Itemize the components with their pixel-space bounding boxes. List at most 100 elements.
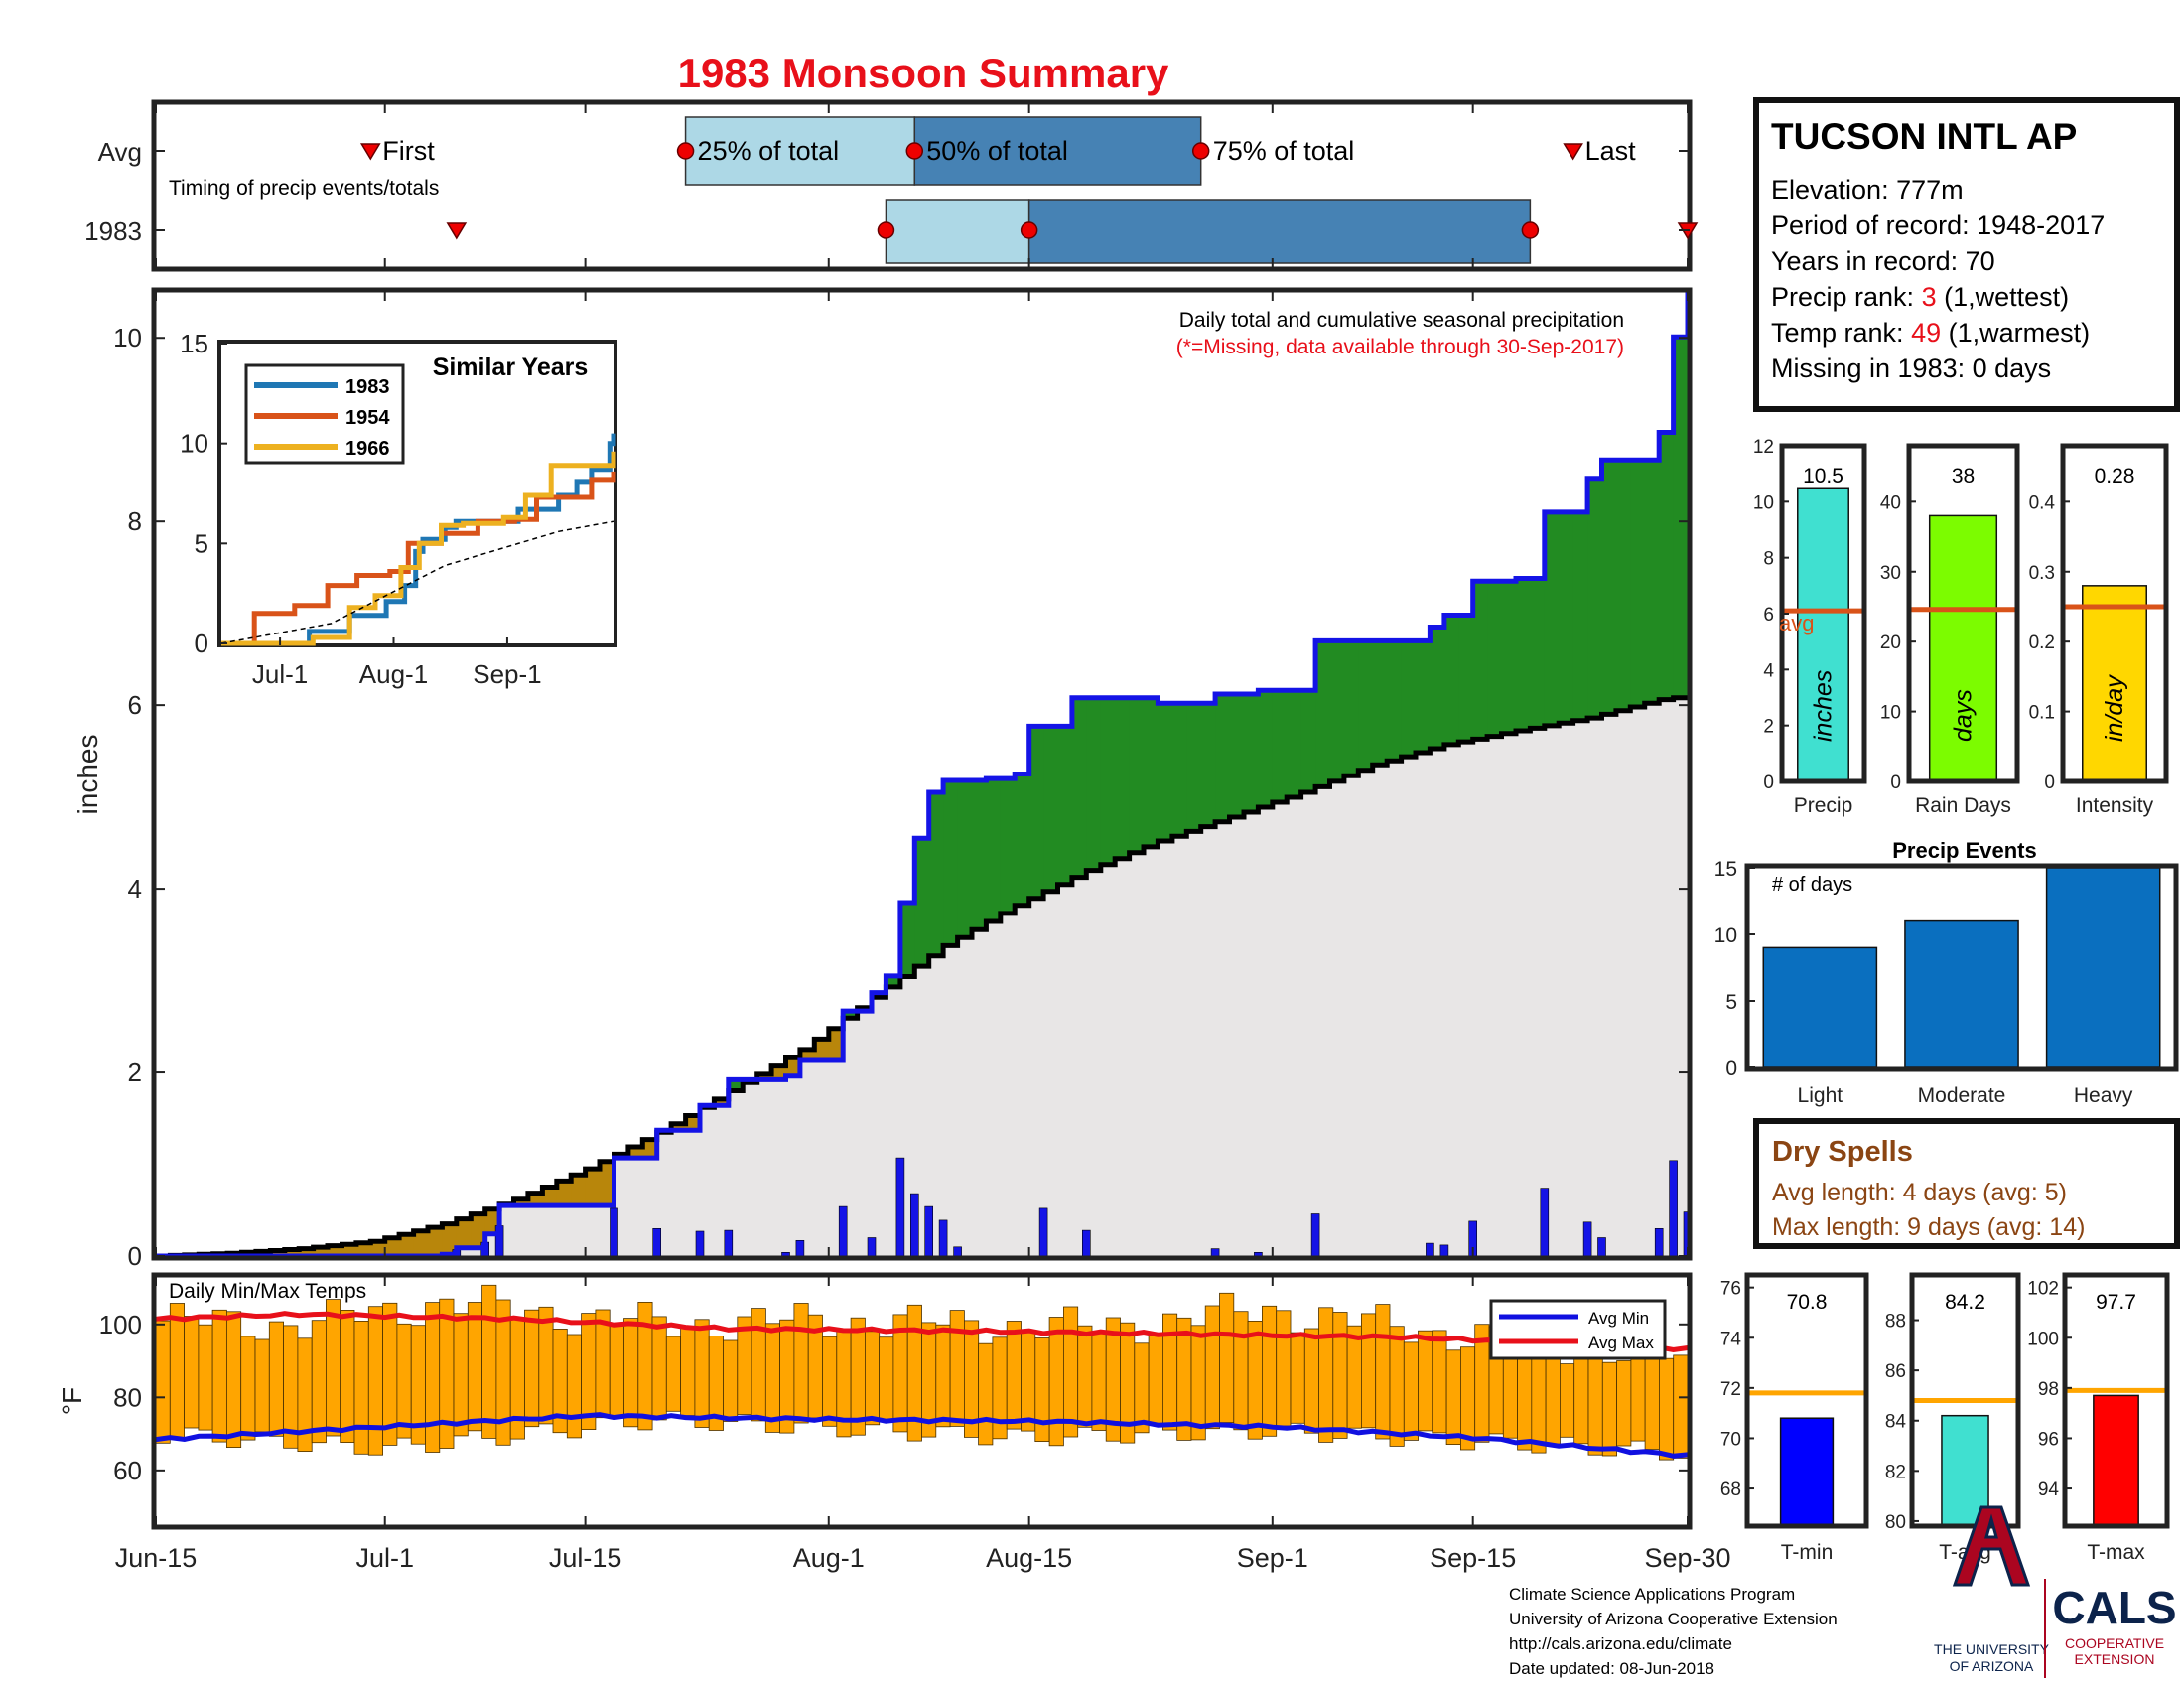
temp-summary-bar-t-max — [2093, 1394, 2139, 1527]
station-info-frame — [1753, 97, 2180, 412]
temp-summary-ytick-label: 96 — [2038, 1429, 2059, 1450]
surplus-fill — [1659, 432, 1675, 700]
daily-precip-bar — [1210, 1248, 1220, 1257]
surplus-fill — [1673, 337, 1689, 698]
surplus-fill — [1587, 478, 1603, 719]
surplus-fill — [1559, 511, 1574, 724]
timing-percent-marker — [1020, 221, 1038, 239]
temp-summary-ytick-label: 86 — [1885, 1361, 1906, 1382]
temp-summary-value-label: 70.8 — [1787, 1291, 1828, 1314]
surplus-fill — [972, 780, 987, 930]
daily-temp-bar — [367, 1306, 383, 1456]
deficit-fill — [456, 1218, 472, 1248]
daily-precip-bar — [867, 1237, 877, 1257]
deficit-fill — [571, 1175, 587, 1206]
deficit-fill — [341, 1244, 357, 1256]
surplus-fill — [1630, 460, 1646, 707]
precip-events-bar-moderate — [1904, 919, 2019, 1068]
precip-events-category-label: Moderate — [1918, 1084, 2006, 1107]
daily-precip-bar — [838, 1205, 848, 1257]
footer-line-4: Date updated: 08-Jun-2018 — [1509, 1659, 1714, 1678]
summary-value-label: 38 — [1952, 465, 1975, 488]
precip-events-ytick-label: 10 — [1714, 924, 1737, 947]
daily-temp-bar — [1162, 1313, 1178, 1431]
timing-box-50-75 — [1027, 199, 1532, 264]
temp-ylabel: °F — [57, 1387, 87, 1415]
date-tick-label: Sep-1 — [1237, 1543, 1308, 1573]
precip-rank-suffix: (1,wettest) — [1937, 282, 2070, 312]
surplus-fill — [1458, 615, 1474, 743]
deficit-fill — [799, 1049, 815, 1060]
date-axis: Jun-15 Jul-1 Jul-15 Aug-1 Aug-15 Sep-1 Sep-15 S… — [115, 1543, 1731, 1573]
precip-events-bar-light — [1762, 946, 1878, 1068]
summary-panel-frame — [1906, 443, 2020, 784]
legend-label-1983: 1983 — [345, 376, 390, 398]
daily-precip-bar — [1540, 1188, 1550, 1257]
daily-precip-bar — [1254, 1252, 1263, 1257]
date-tick-label: Jul-1 — [355, 1543, 414, 1573]
daily-temp-bar — [1361, 1313, 1377, 1429]
daily-temp-bar — [340, 1310, 355, 1444]
daily-temp-bar — [879, 1336, 894, 1423]
precip-events-category-label: Heavy — [2074, 1084, 2133, 1107]
daily-temp-bar — [538, 1306, 554, 1425]
precip-rank-value: 3 — [1922, 282, 1937, 312]
date-tick-label: Jul-15 — [549, 1543, 622, 1573]
timing-percent-marker — [676, 142, 695, 160]
surplus-fill — [1115, 697, 1131, 859]
surplus-fill — [1015, 774, 1030, 906]
summary-category-label: Precip — [1794, 794, 1853, 817]
timing-row-label-1983: 1983 — [84, 216, 142, 246]
timing-row-label-avg: Avg — [98, 137, 142, 167]
daily-temp-bar — [524, 1309, 540, 1428]
precip-ytick-label: 6 — [128, 690, 142, 720]
surplus-fill — [1129, 697, 1145, 853]
temp-avg-max-line — [155, 1311, 1689, 1353]
daily-temp-bar — [1006, 1321, 1022, 1430]
deficit-fill — [299, 1248, 315, 1256]
surplus-fill — [1472, 581, 1488, 740]
inset-ytick-label: 5 — [195, 528, 208, 558]
inset-ytick-label: 0 — [195, 629, 208, 658]
daily-precip-bar — [1082, 1229, 1091, 1257]
deficit-fill — [513, 1198, 529, 1206]
summary-ytick-label: 30 — [1880, 563, 1901, 584]
summary-ytick-label: 0 — [2044, 773, 2055, 793]
daily-temp-bar — [1219, 1292, 1235, 1424]
daily-precip-bar — [1654, 1228, 1664, 1257]
precip-events-title: Precip Events — [1892, 838, 2037, 863]
daily-temp-bar — [1573, 1350, 1589, 1445]
daily-temp-bar — [254, 1338, 270, 1433]
daily-temp-bar — [1560, 1363, 1575, 1438]
precip-events-ytick-label: 15 — [1714, 858, 1737, 881]
surplus-fill — [1416, 640, 1431, 753]
dry-spells-title: Dry Spells — [1772, 1136, 1913, 1168]
surplus-fill — [1272, 690, 1288, 802]
deficit-fill — [771, 1065, 787, 1080]
daily-temp-bar — [978, 1342, 994, 1446]
inset-xtick-label: Jul-1 — [252, 659, 308, 689]
surplus-fill — [943, 780, 959, 946]
surplus-fill — [1644, 460, 1660, 704]
summary-category-label: Rain Days — [1915, 794, 2011, 817]
cumulative-1983-line — [156, 292, 1691, 1259]
surplus-fill — [1372, 640, 1388, 766]
daily-temp-bar — [949, 1310, 965, 1427]
deficit-fill — [413, 1230, 429, 1256]
daily-precip-bar — [1426, 1242, 1434, 1257]
temp-summary-ytick-label: 70 — [1720, 1429, 1741, 1450]
precip-events-category-label: Light — [1798, 1084, 1843, 1107]
daily-temp-bar — [481, 1284, 497, 1439]
surplus-fill — [1086, 697, 1102, 871]
similar-years-title: Similar Years — [433, 353, 589, 381]
summary-panel-frame — [2060, 443, 2169, 784]
summary-bar-precip — [1797, 487, 1849, 782]
university-of-arizona-logo: THE UNIVERSITY OF ARIZONA CALS COOPERATI… — [1934, 1505, 2177, 1678]
temp-summary-frame — [2062, 1272, 2170, 1529]
summary-category-label: Intensity — [2076, 794, 2154, 817]
summary-unit-label: days — [1950, 689, 1978, 742]
timing-percent-marker — [1191, 142, 1210, 160]
inset-avg-line — [220, 520, 614, 644]
surplus-fill — [1171, 703, 1187, 837]
surplus-fill — [957, 780, 973, 938]
